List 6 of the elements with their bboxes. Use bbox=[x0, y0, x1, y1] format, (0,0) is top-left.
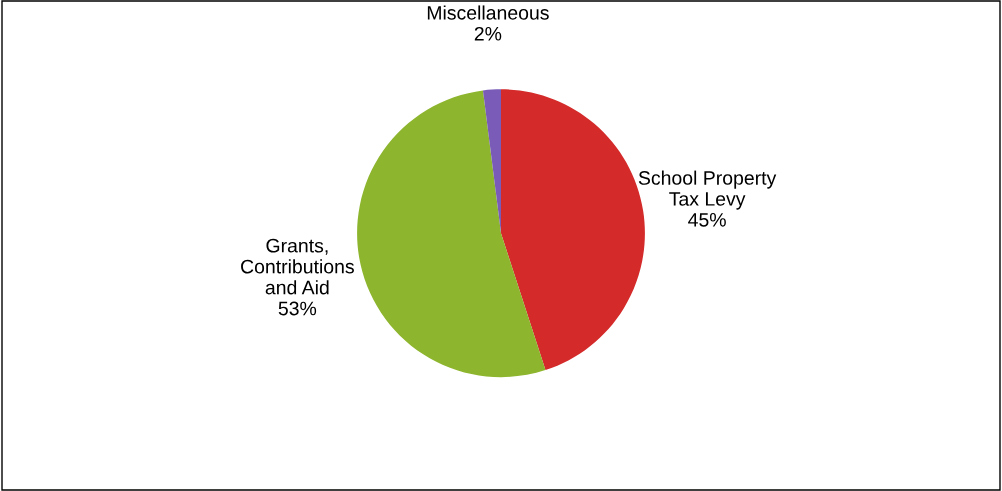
slice-label: Grants, Contributions and Aid bbox=[241, 238, 354, 295]
data-label: 2% bbox=[474, 26, 502, 41]
data-label: 45% bbox=[688, 213, 726, 227]
slice-label: Miscellaneous bbox=[427, 5, 549, 20]
data-label: 53% bbox=[278, 301, 317, 316]
slice-label: School Property Tax Levy bbox=[638, 170, 777, 210]
